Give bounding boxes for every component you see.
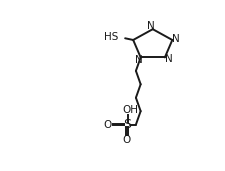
Text: N: N bbox=[165, 54, 173, 64]
Text: OH: OH bbox=[123, 105, 139, 115]
Text: O: O bbox=[123, 135, 131, 145]
Text: HS: HS bbox=[104, 32, 118, 42]
Text: N: N bbox=[173, 34, 180, 44]
Text: S: S bbox=[123, 118, 131, 131]
Text: N: N bbox=[135, 55, 143, 65]
Text: O: O bbox=[104, 120, 112, 130]
Text: N: N bbox=[147, 21, 154, 31]
